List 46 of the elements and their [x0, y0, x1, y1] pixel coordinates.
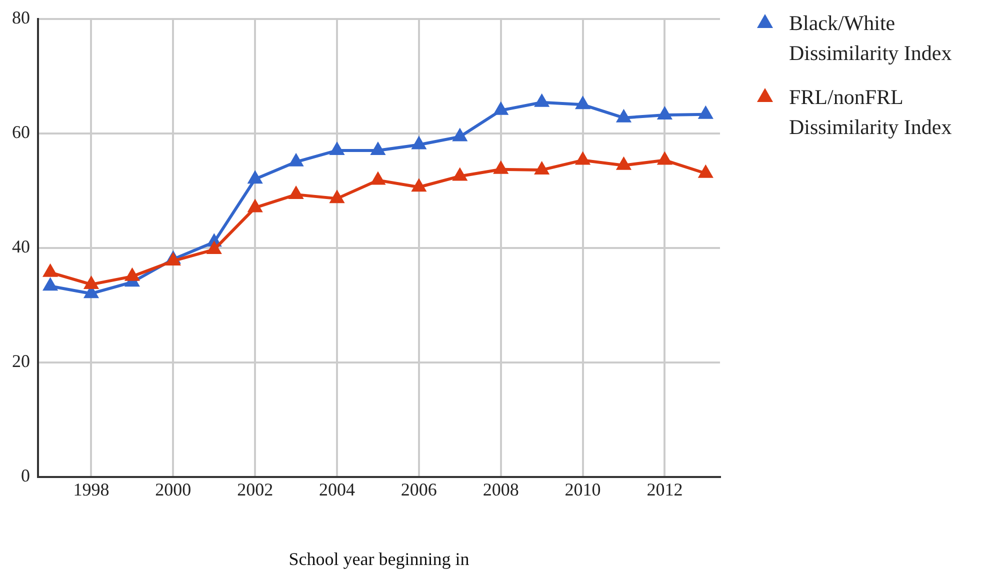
point	[453, 168, 467, 181]
x-tick-label: 2002	[237, 479, 274, 500]
x-tick-label: 2006	[400, 479, 437, 500]
point	[453, 129, 467, 142]
point	[698, 106, 712, 119]
x-tick-label: 1998	[73, 479, 110, 500]
point	[412, 180, 426, 192]
x-tick-label: 2012	[646, 479, 683, 500]
point	[698, 166, 712, 178]
point	[84, 276, 98, 289]
x-axis-title: School year beginning in	[288, 548, 470, 569]
y-tick-label: 80	[12, 8, 30, 28]
y-tick-label: 60	[12, 122, 30, 142]
point	[658, 152, 672, 165]
point	[371, 172, 385, 185]
point	[44, 278, 57, 291]
point	[576, 97, 590, 110]
point	[576, 152, 590, 165]
point	[248, 172, 262, 184]
point	[535, 162, 549, 174]
y-tick-label: 0	[21, 466, 30, 486]
point	[330, 191, 344, 204]
point	[207, 242, 221, 254]
point	[658, 107, 672, 120]
point	[248, 200, 262, 212]
y-tick-label: 40	[12, 236, 30, 257]
point	[494, 162, 508, 174]
point	[412, 137, 426, 150]
point	[617, 110, 630, 122]
point	[371, 142, 385, 155]
point	[617, 158, 630, 170]
legend-label: FRL/nonFRL Dissimilarity Index	[789, 84, 953, 141]
x-tick-label: 2000	[155, 479, 192, 500]
y-tick-label: 20	[12, 351, 30, 372]
point	[330, 142, 344, 155]
point	[289, 187, 303, 200]
point	[535, 94, 549, 107]
x-tick-label: 2008	[482, 479, 519, 500]
point	[289, 154, 303, 166]
point	[166, 253, 180, 266]
legend-label: Black/White Dissimilarity Index	[789, 10, 953, 67]
point	[44, 264, 57, 277]
point	[126, 268, 139, 281]
x-tick-label: 2010	[564, 479, 601, 500]
x-tick-label: 2004	[319, 479, 356, 500]
point	[494, 102, 508, 115]
